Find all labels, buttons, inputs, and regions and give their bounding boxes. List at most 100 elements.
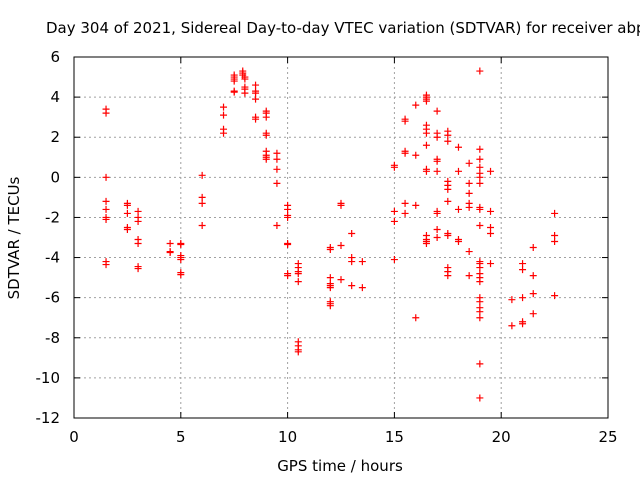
data-point — [284, 272, 292, 280]
data-point — [422, 240, 430, 248]
data-point — [412, 151, 420, 159]
data-point — [134, 217, 142, 225]
data-point — [454, 205, 462, 213]
data-point — [454, 238, 462, 246]
data-point — [487, 229, 495, 237]
data-point — [220, 103, 228, 111]
data-point — [519, 320, 527, 328]
data-point — [241, 73, 249, 81]
data-point — [476, 308, 484, 316]
data-point — [123, 225, 131, 233]
data-point — [326, 274, 334, 282]
data-point — [476, 163, 484, 171]
data-point — [529, 272, 537, 280]
x-tick-label: 5 — [176, 428, 186, 446]
data-point — [476, 264, 484, 272]
data-point — [177, 241, 185, 249]
data-point — [134, 207, 142, 215]
data-point — [465, 189, 473, 197]
data-point — [273, 149, 281, 157]
data-point — [390, 256, 398, 264]
data-point — [102, 261, 110, 269]
data-point — [465, 248, 473, 256]
data-point — [348, 282, 356, 290]
data-point — [444, 137, 452, 145]
data-point — [401, 117, 409, 125]
data-point — [487, 260, 495, 268]
y-tick-label: 2 — [50, 128, 60, 146]
data-point — [433, 157, 441, 165]
data-point — [529, 290, 537, 298]
data-point — [220, 129, 228, 137]
data-point — [102, 109, 110, 117]
data-point — [422, 141, 430, 149]
y-tick-label: -12 — [36, 409, 61, 427]
data-point — [529, 244, 537, 252]
y-tick-label: -8 — [45, 329, 60, 347]
data-point — [551, 292, 559, 300]
data-point — [198, 221, 206, 229]
data-point — [241, 89, 249, 97]
data-point — [358, 284, 366, 292]
data-point — [134, 240, 142, 248]
y-tick-label: 6 — [50, 48, 60, 66]
data-point — [358, 258, 366, 266]
data-point — [433, 167, 441, 175]
data-point — [422, 129, 430, 137]
data-point — [444, 185, 452, 193]
y-axis-label: SDTVAR / TECUs — [5, 176, 23, 299]
data-point — [476, 314, 484, 322]
data-point — [476, 173, 484, 181]
data-point — [476, 145, 484, 153]
data-point — [476, 155, 484, 163]
data-point — [337, 201, 345, 209]
data-point — [433, 225, 441, 233]
data-point — [252, 115, 260, 123]
data-point — [102, 197, 110, 205]
plot-frame — [73, 56, 609, 419]
data-point — [412, 101, 420, 109]
data-point — [476, 221, 484, 229]
data-point — [102, 205, 110, 213]
data-point — [326, 246, 334, 254]
data-point — [465, 159, 473, 167]
x-tick-label: 20 — [492, 428, 511, 446]
data-point — [134, 265, 142, 273]
data-point — [454, 167, 462, 175]
x-tick-label: 25 — [598, 428, 617, 446]
data-point — [519, 294, 527, 302]
x-axis-label: GPS time / hours — [277, 457, 403, 475]
y-tick-label: -4 — [45, 249, 60, 267]
chart-title: Day 304 of 2021, Sidereal Day-to-day VTE… — [46, 19, 640, 37]
data-point — [198, 171, 206, 179]
data-point — [230, 77, 238, 85]
data-point — [198, 199, 206, 207]
data-point — [508, 322, 516, 330]
data-point — [284, 205, 292, 213]
data-point — [273, 221, 281, 229]
data-point — [465, 272, 473, 280]
data-point — [412, 201, 420, 209]
data-point — [412, 314, 420, 322]
data-point — [123, 209, 131, 217]
data-point — [262, 113, 270, 121]
data-point — [433, 107, 441, 115]
data-point — [123, 201, 131, 209]
data-point — [444, 272, 452, 280]
data-point — [529, 310, 537, 318]
data-point — [454, 143, 462, 151]
x-tick-label: 0 — [69, 428, 79, 446]
data-point — [422, 95, 430, 103]
data-point — [284, 241, 292, 249]
data-point — [262, 155, 270, 163]
data-point — [348, 229, 356, 237]
x-tick-label: 15 — [385, 428, 404, 446]
data-point — [252, 95, 260, 103]
data-point — [294, 348, 302, 356]
data-point — [551, 231, 559, 239]
data-point — [487, 207, 495, 215]
y-tick-label: 0 — [50, 168, 60, 186]
data-point — [401, 149, 409, 157]
